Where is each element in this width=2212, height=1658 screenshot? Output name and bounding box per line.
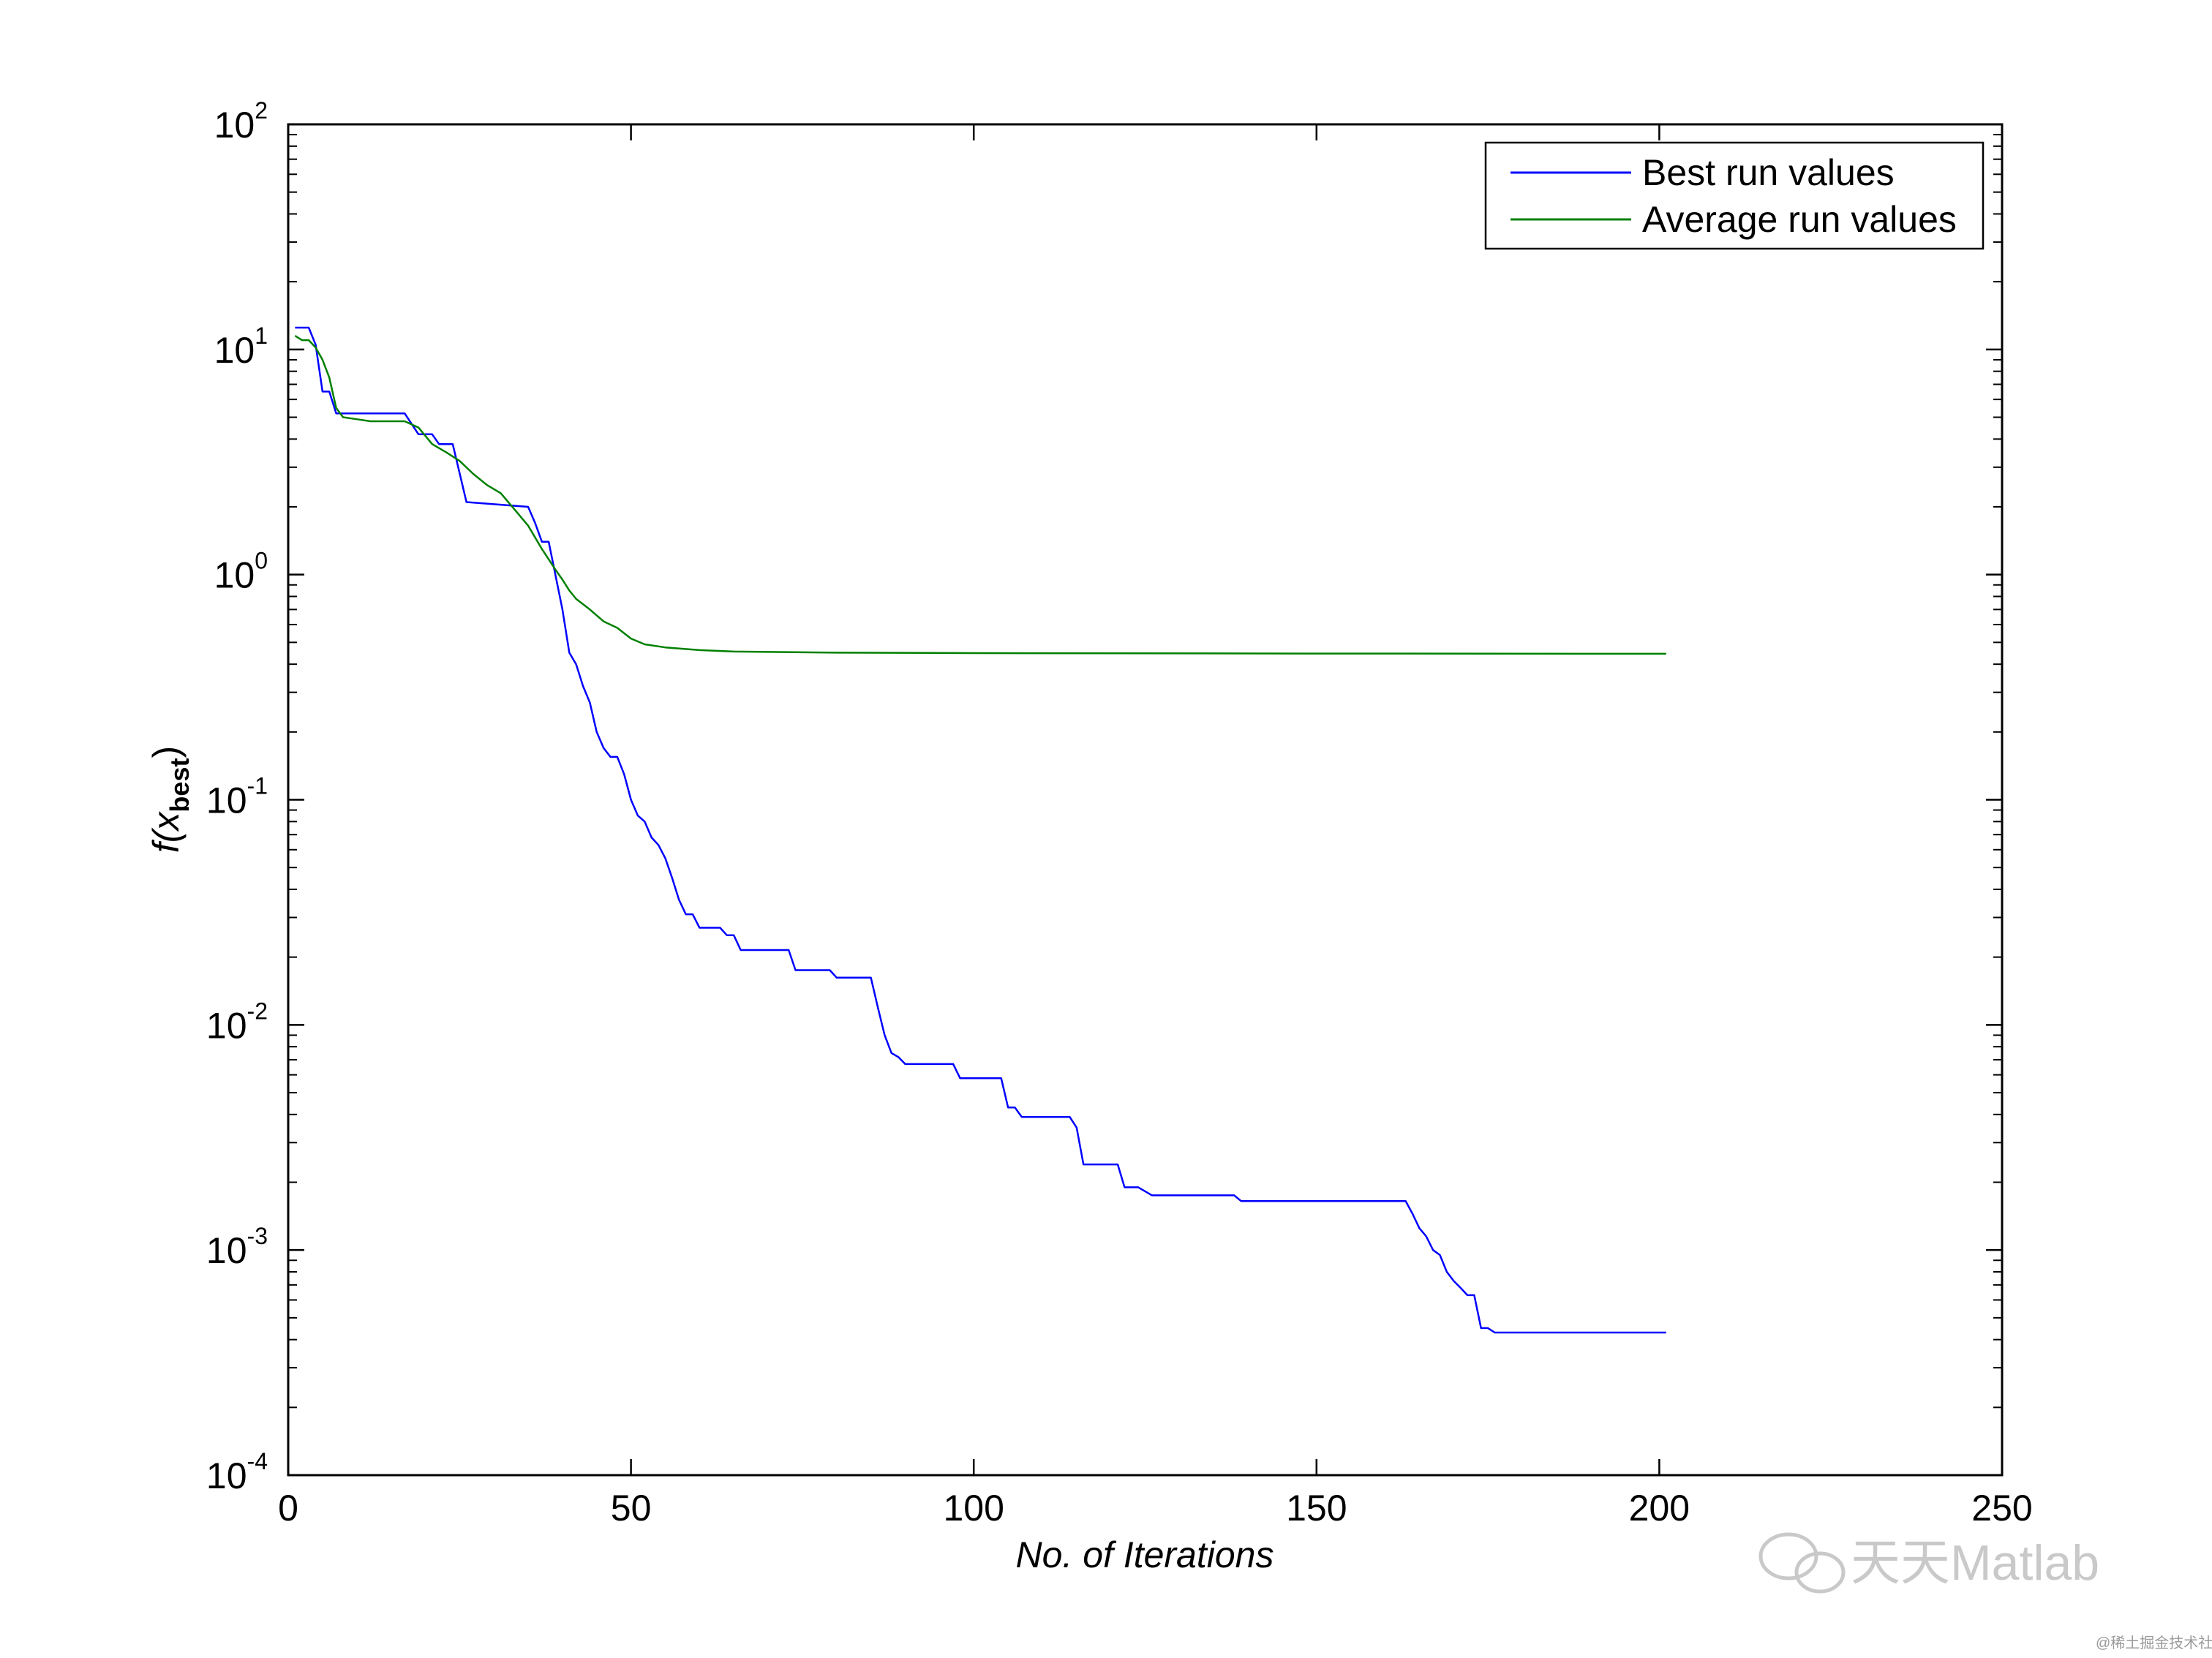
watermark: 天天Matlab @稀土掘金技术社区 xyxy=(1758,1532,2212,1651)
series-line-average xyxy=(294,335,1666,655)
y-axis-label-sub: best xyxy=(165,758,195,813)
x-tick-label: 200 xyxy=(1629,1488,1690,1529)
x-tick-label: 100 xyxy=(943,1488,1004,1529)
series-layer xyxy=(294,326,1666,1334)
y-tick-label: 100 xyxy=(214,548,268,596)
y-tick-label: 10-4 xyxy=(206,1448,268,1496)
y-axis-label-main: f(x xyxy=(146,811,187,854)
x-axis-label: No. of Iterations xyxy=(1016,1534,1274,1575)
x-tick-label: 50 xyxy=(611,1488,652,1529)
y-tick-label: 10-2 xyxy=(206,998,268,1046)
legend: Best run values Average run values xyxy=(1484,141,1985,250)
wechat-icon xyxy=(1758,1532,1846,1594)
y-tick-label: 10-1 xyxy=(206,773,268,821)
watermark-text: 天天Matlab xyxy=(1851,1535,2099,1591)
watermark-small-text: @稀土掘金技术社区 xyxy=(2096,1635,2212,1651)
axis-ticks xyxy=(287,123,2004,1477)
legend-label-average: Average run values xyxy=(1642,199,1957,240)
x-tick-label: 150 xyxy=(1286,1488,1347,1529)
series-line-best xyxy=(295,326,1666,1334)
legend-box xyxy=(1484,141,1985,250)
x-tick-labels: 0 50 100 150 200 250 xyxy=(278,1488,2033,1529)
plot-area-frame xyxy=(287,123,2004,1477)
legend-label-best: Best run values xyxy=(1642,152,1895,193)
y-tick-label: 102 xyxy=(214,97,268,146)
y-axis-label: f(xbest) xyxy=(146,746,195,853)
y-axis-label-close: ) xyxy=(146,746,187,758)
x-tick-label: 250 xyxy=(1971,1488,2032,1529)
y-tick-label: 10-3 xyxy=(206,1223,268,1271)
y-tick-label: 101 xyxy=(214,323,268,371)
x-tick-label: 0 xyxy=(278,1488,298,1529)
y-tick-labels: 102 101 100 10-1 10-2 10-3 10-4 xyxy=(206,97,268,1496)
